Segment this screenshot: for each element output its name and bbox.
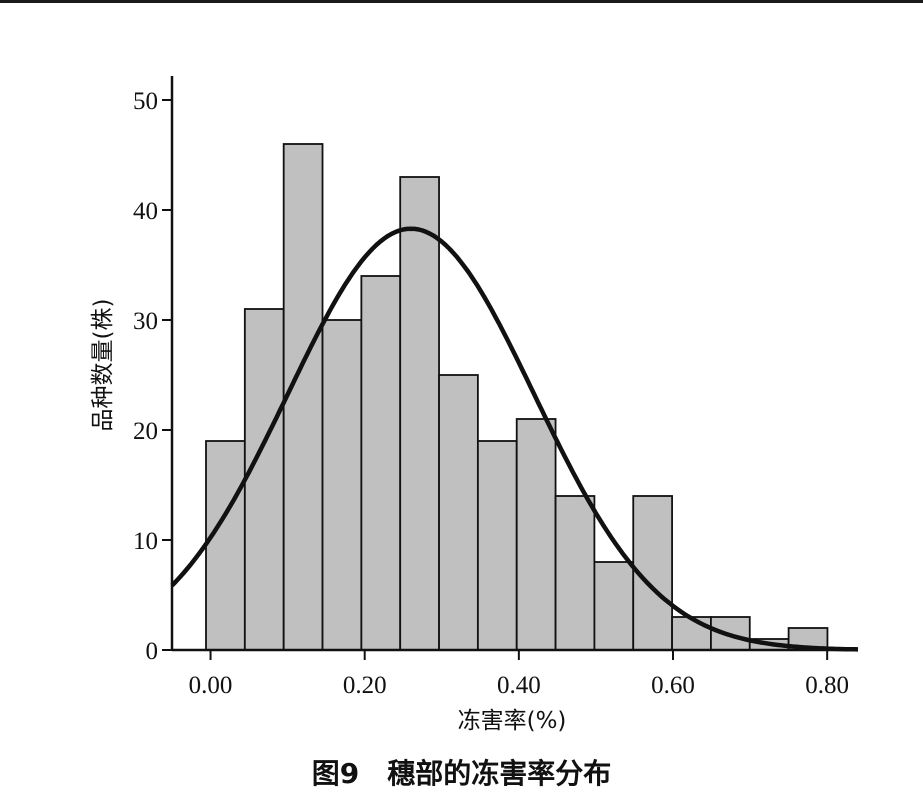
y-ticks: 0 10 20 30 40 50 (133, 88, 172, 665)
top-rule (0, 0, 923, 3)
normal-curve (170, 226, 859, 652)
y-tick-label: 50 (133, 88, 158, 115)
y-axis-title: 品种数量(株) (90, 299, 116, 432)
histogram-bar (282, 143, 324, 651)
histogram-bar (360, 275, 402, 651)
y-tick-label: 10 (133, 528, 158, 555)
y-tick-label: 20 (133, 418, 158, 445)
x-tick-label: 0.20 (343, 672, 387, 699)
x-tick-label: 0.00 (189, 672, 233, 699)
histogram-bar (205, 440, 246, 651)
y-tick-label: 30 (133, 308, 158, 335)
histogram-bars (205, 143, 829, 651)
histogram-bar (243, 308, 285, 651)
x-tick-label: 0.60 (651, 672, 695, 699)
histogram-bar (399, 176, 440, 651)
x-ticks: 0.00 0.20 0.40 0.60 0.80 (189, 650, 849, 699)
histogram-bar (515, 418, 557, 651)
histogram-bar (671, 616, 712, 651)
y-tick-label: 40 (133, 198, 158, 225)
histogram-chart: 0 10 20 30 40 50 0.00 0.20 0.40 0.60 0.80 品种数量(株)… (90, 76, 859, 734)
histogram-bar (321, 319, 363, 651)
histogram-bar (593, 561, 635, 651)
histogram-bar (438, 374, 479, 651)
y-tick-label: 0 (146, 638, 159, 665)
x-tick-label: 0.80 (805, 672, 849, 699)
histogram-bar (476, 440, 518, 651)
x-axis-title: 冻害率(%) (458, 708, 567, 734)
histogram-bar (554, 495, 596, 651)
figure-caption: 图9 穗部的冻害率分布 (311, 757, 612, 790)
x-tick-label: 0.40 (497, 672, 541, 699)
